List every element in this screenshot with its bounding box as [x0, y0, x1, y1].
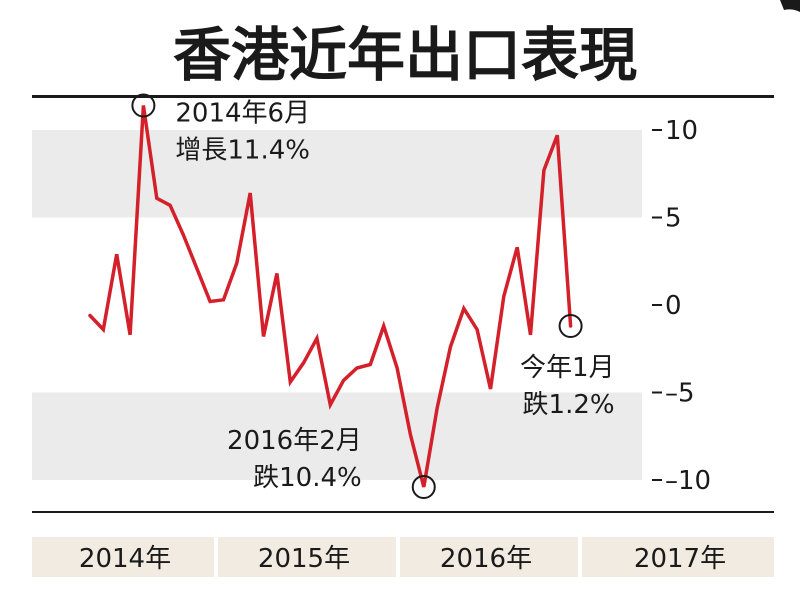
year-label-3: 2017年 — [634, 544, 726, 574]
grid-band-0 — [32, 130, 642, 218]
y-tick-label-2: 0 — [665, 291, 682, 321]
bottom-rule — [32, 511, 774, 513]
year-labels: 2014年 2015年 2016年 2017年 — [79, 537, 726, 577]
year-label-1: 2015年 — [258, 544, 350, 574]
year-label-0: 2014年 — [79, 544, 171, 574]
year-separator-0 — [214, 537, 218, 577]
annotation-text-1-0: 2016年2月 — [227, 426, 362, 456]
chart-title: 香港近年出口表現 — [173, 21, 637, 89]
y-tick-label-4: –10 — [665, 466, 711, 496]
y-tick-label-0: 10 — [665, 116, 698, 146]
annotation-marker-0 — [131, 93, 156, 118]
series-group — [88, 105, 573, 488]
y-tick-label-3: –5 — [665, 379, 695, 409]
y-tick-label-1: 5 — [665, 204, 682, 234]
year-separator-2 — [578, 537, 582, 577]
y-axis: 10 5 0 –5 –10 — [652, 116, 711, 496]
annotation-text-0-1: 增長11.4% — [175, 136, 310, 166]
year-separator-1 — [396, 537, 400, 577]
annotation-text-1-1: 跌10.4% — [253, 463, 362, 493]
year-bar — [32, 537, 774, 577]
grid-band-1 — [32, 392, 642, 480]
year-label-2: 2016年 — [440, 544, 532, 574]
annotation-marker-2 — [558, 314, 583, 338]
corner-mark — [780, 0, 800, 12]
top-rule — [32, 95, 774, 98]
annotation-text-2-1: 跌1.2% — [523, 390, 615, 420]
annotation-text-2-0: 今年1月 — [520, 353, 615, 383]
annotation-text-0-0: 2014年6月 — [175, 99, 310, 129]
annotation-marker-1 — [411, 475, 436, 499]
